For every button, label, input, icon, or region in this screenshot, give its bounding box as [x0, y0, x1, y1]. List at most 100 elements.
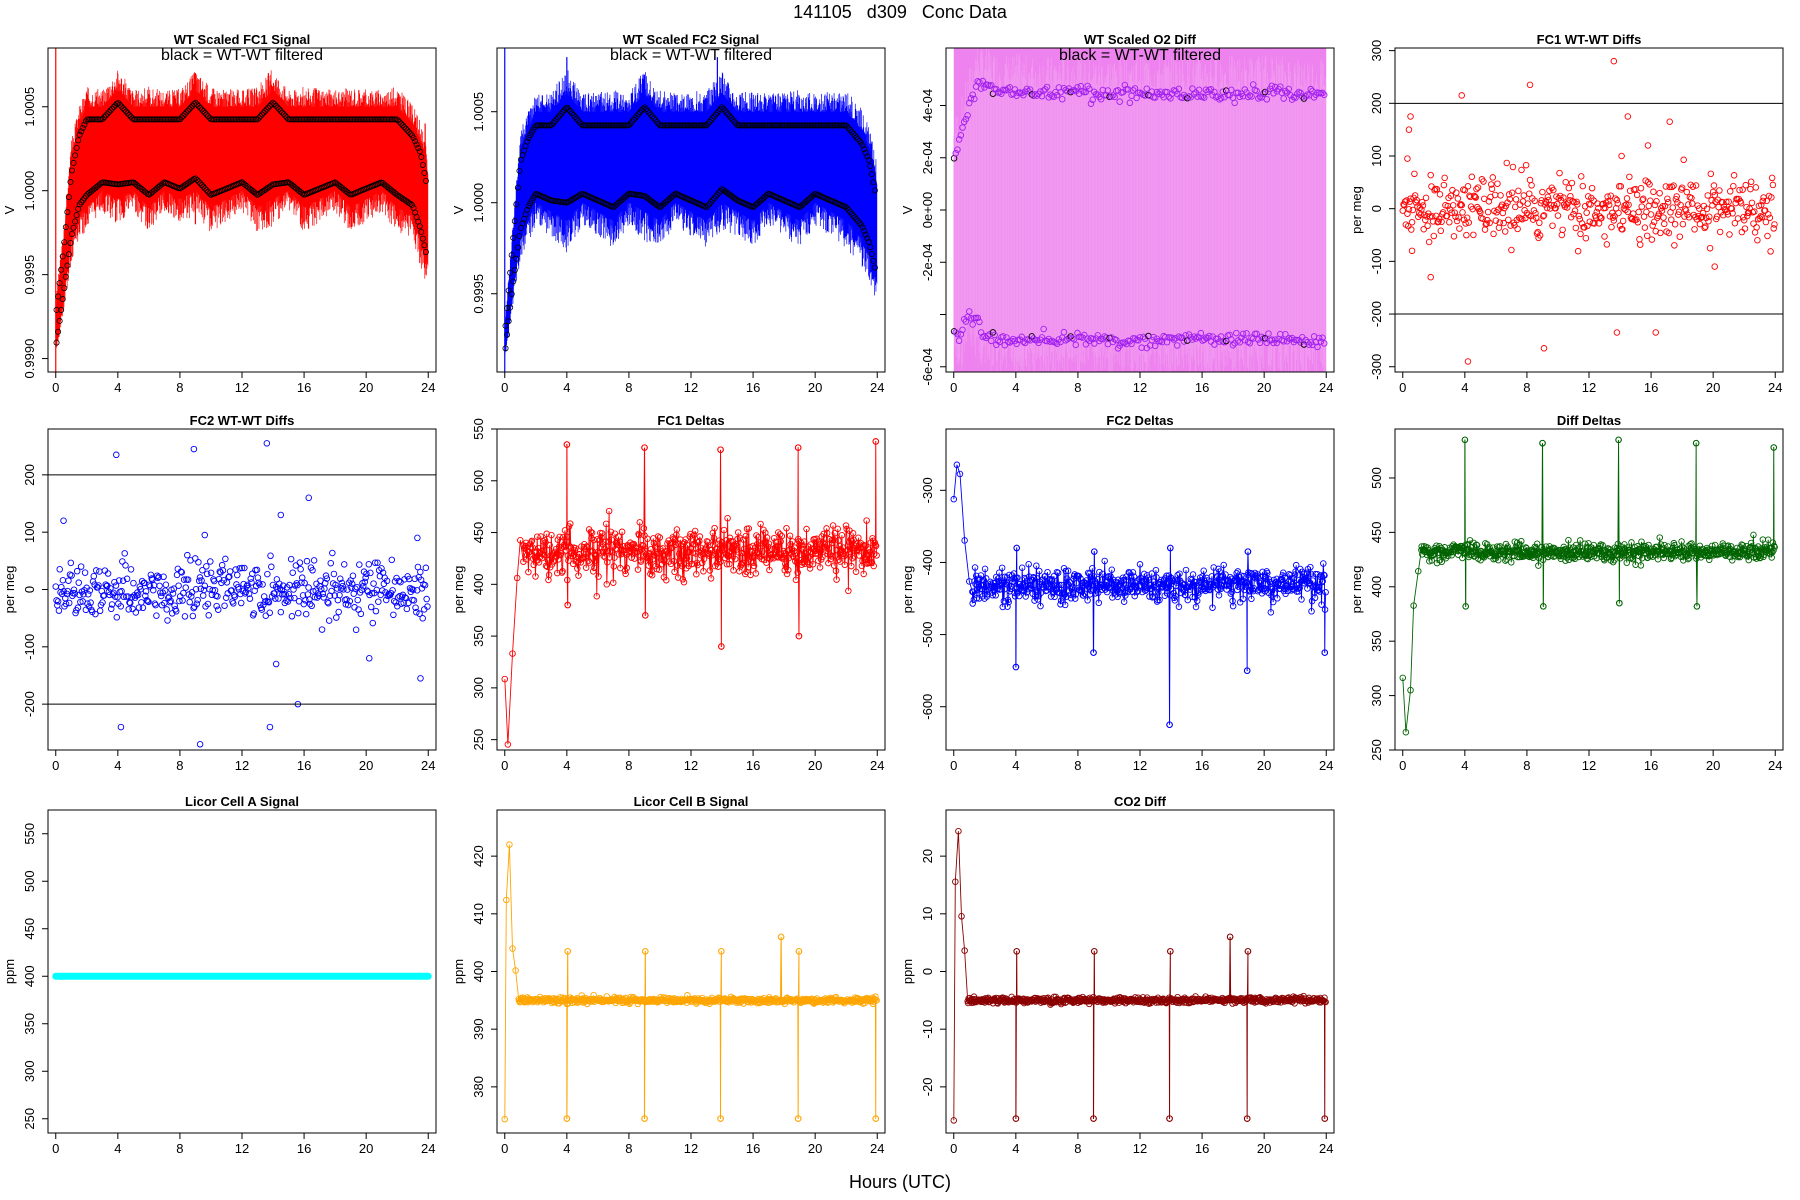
filtered-point	[238, 116, 245, 123]
filtered-point	[575, 193, 582, 200]
data-point	[1539, 188, 1546, 196]
data-point	[1626, 173, 1633, 181]
data-point	[1419, 202, 1427, 209]
data-point	[1726, 188, 1734, 195]
data-point	[1660, 214, 1667, 221]
filtered-point	[1202, 86, 1210, 94]
data-point	[99, 599, 106, 606]
filtered-point	[565, 198, 572, 205]
filtered-point	[1211, 341, 1218, 348]
filtered-point	[1282, 331, 1289, 338]
data-point	[189, 612, 197, 620]
data-point	[1540, 212, 1548, 219]
filtered-point	[514, 184, 521, 191]
filtered-point	[354, 116, 361, 123]
filtered-point	[955, 136, 963, 143]
filtered-point	[1109, 92, 1117, 99]
data-point	[809, 560, 817, 568]
data-point	[812, 547, 819, 555]
filtered-point	[367, 116, 374, 123]
data-point	[1676, 233, 1684, 240]
data-point	[327, 559, 335, 567]
data-point	[180, 576, 188, 583]
filtered-point	[1168, 334, 1176, 342]
x-tick-label: 20	[1706, 380, 1720, 395]
data-point	[59, 577, 67, 584]
filtered-point	[385, 116, 392, 123]
filtered-point	[1053, 340, 1061, 347]
filtered-point	[720, 105, 727, 112]
filtered-point	[75, 137, 82, 144]
x-tick-label: 4	[114, 380, 121, 395]
filtered-point	[579, 122, 586, 129]
filtered-point	[1228, 336, 1235, 343]
filtered-point	[140, 116, 147, 123]
filtered-point	[616, 122, 623, 129]
data-point	[214, 593, 221, 600]
data-point	[1459, 209, 1466, 216]
data-point	[1647, 197, 1654, 205]
filtered-point	[565, 106, 572, 113]
filtered-point	[831, 122, 838, 129]
data-point	[773, 542, 781, 550]
filtered-point	[262, 108, 269, 115]
data-point	[1681, 206, 1689, 213]
data-point	[1706, 244, 1714, 252]
data-point	[1422, 194, 1430, 202]
data-point	[178, 569, 186, 576]
data-point	[254, 574, 262, 581]
filtered-point	[422, 177, 429, 184]
filtered-point	[810, 122, 817, 129]
data-point	[96, 568, 103, 575]
data-point	[1411, 170, 1418, 178]
data-point	[360, 582, 367, 590]
data-point	[1770, 225, 1777, 232]
filtered-point	[957, 131, 965, 139]
data-point	[555, 543, 563, 551]
data-point	[1707, 170, 1715, 178]
data-point	[65, 599, 73, 607]
data-point	[262, 612, 270, 619]
data-point	[1669, 204, 1677, 211]
data-point	[1671, 220, 1679, 228]
filtered-point	[785, 122, 792, 129]
data-point	[745, 525, 753, 532]
filtered-point	[365, 116, 372, 123]
data-point	[225, 573, 232, 581]
filtered-point	[215, 116, 222, 123]
data-point	[1515, 187, 1522, 195]
data-point	[1751, 208, 1758, 215]
data-point	[1736, 186, 1743, 194]
data-point	[1446, 218, 1453, 226]
filtered-point	[641, 104, 648, 111]
data-point	[193, 600, 201, 608]
filtered-point	[1131, 85, 1139, 92]
data-point	[566, 542, 573, 550]
data-point	[1704, 192, 1711, 199]
data-point	[417, 568, 424, 576]
data-point	[1633, 191, 1641, 199]
filtered-point	[150, 116, 157, 123]
filtered-point	[375, 116, 382, 123]
data-point	[1771, 221, 1778, 228]
data-point	[1652, 329, 1659, 336]
filtered-point	[1287, 91, 1294, 99]
filtered-point	[802, 122, 809, 129]
filtered-point	[331, 116, 338, 123]
filtered-point	[378, 116, 385, 123]
data-point	[1750, 220, 1757, 227]
filtered-point	[1270, 90, 1277, 97]
data-point	[1636, 241, 1644, 248]
data-point	[186, 598, 193, 606]
filtered-point	[871, 187, 878, 194]
data-point	[1716, 187, 1723, 194]
filtered-point	[1253, 87, 1260, 95]
data-point	[1472, 194, 1479, 201]
data-point	[1649, 222, 1656, 229]
data-point	[1571, 207, 1579, 214]
data-point	[1545, 196, 1552, 204]
data-point	[65, 577, 72, 584]
filtered-point	[1317, 338, 1325, 345]
filtered-point	[957, 331, 965, 338]
